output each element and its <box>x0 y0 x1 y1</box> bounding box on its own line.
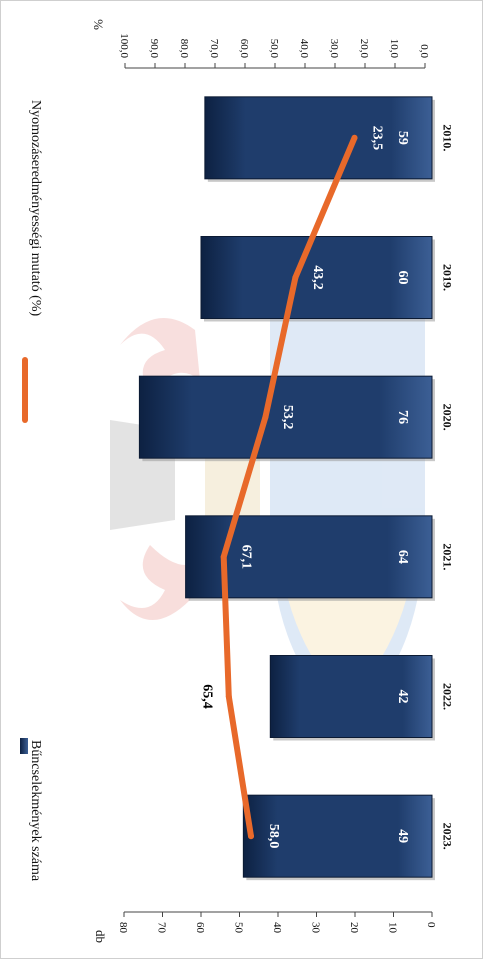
right-axis-tick-label: 100,0 <box>118 33 130 58</box>
bar-value-label: 60 <box>395 271 410 285</box>
bar-value-label: 42 <box>395 690 410 704</box>
right-axis-tick-label: 30,0 <box>328 39 340 59</box>
left-axis-tick-label: 40 <box>271 922 283 934</box>
line-value-label: 58,0 <box>266 824 281 849</box>
bar <box>242 794 433 878</box>
right-axis-label: % <box>91 19 106 30</box>
line-value-label: 23,5 <box>369 126 384 151</box>
bar <box>138 375 433 459</box>
coat-of-arms-watermark <box>110 260 425 720</box>
right-axis-tick-label: 10,0 <box>388 39 400 59</box>
left-axis-tick-label: 80 <box>117 922 129 934</box>
line-series <box>220 134 358 840</box>
category-label: 2020. <box>440 404 454 431</box>
left-axis-tick-label: 50 <box>233 922 245 934</box>
right-axis-tick-label: 60,0 <box>238 39 250 59</box>
line-point <box>262 414 269 421</box>
left-axis-tick-label: 10 <box>387 922 399 934</box>
bar-value-label: 76 <box>395 410 410 424</box>
line-point <box>292 274 299 281</box>
right-axis-tick-label: 50,0 <box>268 39 280 59</box>
left-axis-tick-label: 60 <box>194 922 206 934</box>
legend-bar-swatch <box>20 738 28 754</box>
line-path <box>220 134 358 840</box>
line-value-label: 43,2 <box>310 265 325 290</box>
legend-line-label: Nyomozáseredményességi mutató (%) <box>28 100 43 316</box>
category-label: 2022. <box>440 683 454 710</box>
line-point <box>225 693 232 700</box>
right-axis-tick-label: 90,0 <box>148 39 160 59</box>
line-value-label: 65,4 <box>200 684 215 709</box>
legend: Bűncselekmények száma Nyomozáseredményess… <box>20 100 43 882</box>
bar-value-labels: 59 60 76 64 42 49 <box>395 131 410 843</box>
line-value-label: 67,1 <box>238 545 253 570</box>
bar-series <box>138 96 435 881</box>
bar <box>200 236 433 319</box>
bar <box>204 96 433 180</box>
left-axis-tick-label: 30 <box>310 922 322 934</box>
line-point <box>220 553 227 560</box>
line-value-labels: 23,5 43,2 53,2 67,1 65,4 58,0 <box>200 126 385 849</box>
left-axis-label: db <box>93 930 108 943</box>
left-axis-tick-label: 70 <box>156 922 168 934</box>
category-labels: 2010. 2019. 2020. 2021. 2022. 2023. <box>440 124 454 849</box>
left-axis: 0 10 20 30 40 50 60 70 80 db <box>93 911 437 943</box>
category-label: 2010. <box>440 124 454 151</box>
right-axis: 0,0 10,0 20,0 30,0 40,0 50,0 60,0 70,0 80,0 90,0 1… <box>91 19 430 69</box>
right-axis-tick-label: 20,0 <box>358 39 370 59</box>
bar-value-label: 49 <box>395 829 410 843</box>
category-label: 2019. <box>440 264 454 291</box>
right-axis-tick-label: 80,0 <box>178 39 190 59</box>
bar-value-label: 64 <box>395 550 410 564</box>
right-axis-tick-label: 40,0 <box>298 39 310 59</box>
right-axis-tick-label: 70,0 <box>208 39 220 59</box>
left-axis-tick-label: 20 <box>348 922 360 934</box>
category-label: 2021. <box>440 543 454 570</box>
legend-bar-label: Bűncselekmények száma <box>28 740 43 882</box>
right-axis-tick-label: 0,0 <box>418 44 430 58</box>
line-point <box>351 134 358 141</box>
bar <box>269 655 433 738</box>
line-point <box>248 833 254 840</box>
line-value-label: 53,2 <box>280 405 295 430</box>
category-label: 2023. <box>440 823 454 850</box>
bar-value-label: 59 <box>395 131 410 145</box>
left-axis-tick-label: 0 <box>425 922 437 928</box>
